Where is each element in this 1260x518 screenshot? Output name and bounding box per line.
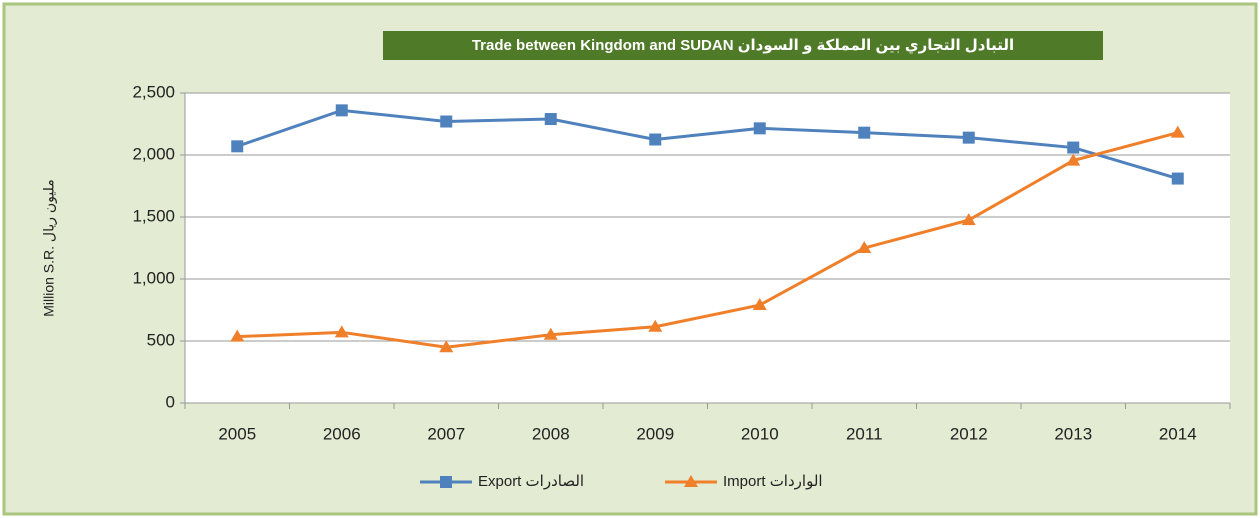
plot-area [185, 93, 1230, 403]
y-tick-label: 1,000 [132, 268, 175, 287]
marker [962, 131, 975, 144]
marker [649, 133, 662, 146]
marker [684, 475, 698, 487]
marker [648, 319, 663, 332]
y-tick-label: 2,500 [132, 82, 175, 101]
x-tick-label: 2012 [950, 424, 988, 443]
marker [440, 115, 453, 128]
series-line [237, 131, 1179, 349]
marker [440, 476, 452, 488]
y-tick-label: 0 [166, 392, 175, 411]
marker [544, 113, 557, 126]
marker [231, 140, 244, 153]
x-tick-label: 2008 [532, 424, 570, 443]
legend-label: Import الواردات [723, 473, 823, 490]
y-axis-label: Million S.R. مليون ريال [41, 179, 58, 317]
marker [1066, 153, 1081, 166]
marker [439, 340, 454, 353]
marker [335, 104, 348, 117]
marker [857, 241, 872, 253]
x-tick-label: 2010 [741, 424, 779, 443]
x-tick-label: 2011 [846, 424, 883, 443]
marker [334, 325, 349, 338]
marker [543, 327, 558, 340]
x-tick-label: 2014 [1159, 424, 1197, 443]
marker [230, 329, 245, 342]
chart-title: Trade between Kingdom and SUDAN التبادل … [472, 37, 1014, 55]
y-tick-label: 2,000 [132, 144, 175, 163]
marker [752, 298, 767, 311]
title-box [383, 31, 1103, 60]
marker [1067, 141, 1080, 154]
series-line [236, 108, 1179, 180]
marker [961, 213, 976, 226]
x-tick-label: 2006 [323, 424, 361, 443]
marker [858, 126, 871, 139]
y-tick-label: 1,500 [132, 206, 175, 225]
marker [1170, 125, 1185, 138]
marker [1171, 172, 1184, 185]
legend-label: Export الصادرات [478, 473, 584, 490]
y-tick-label: 500 [147, 330, 175, 349]
marker [753, 122, 766, 135]
x-tick-label: 2009 [636, 424, 674, 443]
x-tick-label: 2013 [1054, 424, 1092, 443]
x-tick-label: 2007 [427, 424, 465, 443]
x-tick-label: 2005 [218, 424, 256, 443]
